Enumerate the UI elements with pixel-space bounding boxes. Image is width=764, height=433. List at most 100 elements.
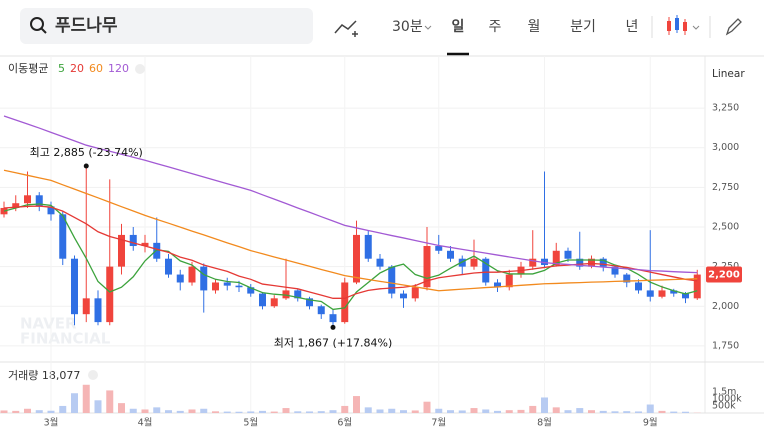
candle-body [59,214,67,259]
period[interactable]: 주 [489,19,502,35]
candle-body [447,250,454,259]
candle-body [635,282,642,291]
candle-body [200,266,208,291]
high-label: 최고 2,885 (-23.74%) [30,146,143,159]
volume-bar [235,411,243,413]
volume-bar [24,408,31,413]
candle-body [364,234,372,259]
candle-body [71,258,78,315]
x-tick-label: 4월 [138,417,153,429]
volume-bar [306,411,313,413]
volume-bar [447,410,454,413]
volume-bar [329,410,337,413]
candle-body [494,282,501,288]
candle-body [435,246,443,251]
moving-average [3,115,698,274]
period[interactable]: 일 [452,19,465,35]
candle-body [670,290,678,294]
volume-bar [564,410,572,413]
candle-body [12,203,20,208]
volume-bar [270,411,278,413]
candle-body [482,258,490,283]
candle-icon[interactable] [667,15,687,35]
volume-bar [141,409,149,413]
period[interactable]: 년 [626,19,639,35]
close-icon[interactable] [135,64,145,74]
x-tick-label: 7월 [431,417,446,429]
y-tick-label: 3,000 [712,142,739,153]
volume-bar [411,410,419,413]
low-label: 최저 1,867 (+17.84%) [274,336,392,349]
volume-bar [71,393,78,413]
x-tick-label: 3월 [44,417,59,429]
candle-body [223,282,231,286]
volume-bar [470,408,478,413]
volume-bar [576,408,584,413]
high-marker [83,163,89,169]
candle-body [611,266,619,275]
candle-body [599,258,607,267]
candle-body [141,242,149,247]
volume-bar [165,410,172,413]
volume-bar [59,405,67,413]
candle-body [564,250,572,259]
candle-body [682,293,689,299]
volume-bar [658,410,666,413]
candle-body [247,287,255,294]
legend-entry: 5 [58,62,65,75]
candle-body [165,258,172,275]
search-box[interactable] [20,8,313,44]
volume-bar [47,410,55,413]
candle-body [423,246,431,288]
candle-body [541,258,548,266]
period[interactable]: 월 [528,19,541,35]
legend-title: 이동평균 [8,62,48,75]
close-icon[interactable] [88,370,98,380]
scale-label[interactable]: Linear [712,68,745,80]
volume-bar [153,407,161,413]
interval[interactable]: 30분 [392,19,423,35]
candle-body [35,195,43,207]
volume-bar [588,410,595,413]
candle-body [235,285,243,288]
candle-body [470,258,478,267]
candle-body [458,258,466,267]
volume-bar [35,410,43,413]
candle-body [270,298,278,307]
period[interactable]: 분기 [570,19,596,35]
candle-body [306,298,313,307]
volume-bar [118,403,125,413]
x-tick-label: 8월 [537,417,552,429]
volume-bar [646,404,654,413]
candle-body [129,234,137,247]
candle-body [0,207,8,215]
candle-body [24,195,31,204]
search-text: 푸드나무 [55,16,118,36]
volume-bar [541,397,548,413]
candle-body [106,266,114,323]
volume-bar [400,410,407,413]
candle-body [576,258,584,267]
candle-body [176,274,184,283]
volume-bar [611,411,619,413]
y-tick-label: 2,500 [712,221,739,232]
last-price-box [706,266,742,283]
candle-body [411,287,419,299]
volume-title: 거래량 18,077 [8,369,80,382]
candle-body [376,258,384,267]
draw-icon[interactable] [725,18,742,36]
volume-bar [317,411,325,413]
legend-entry: 120 [108,62,129,75]
candle-body [353,234,360,283]
candle-body [505,274,513,288]
volume-bar [247,411,255,413]
candle-body [153,242,161,259]
indicator-icon[interactable] [334,20,357,34]
chevron [424,25,432,30]
volume-bar [94,400,102,413]
chevron [692,25,700,30]
volume-bar [529,405,537,413]
volume-tick-label: 1.5m [712,386,736,397]
volume-bar [106,390,114,413]
